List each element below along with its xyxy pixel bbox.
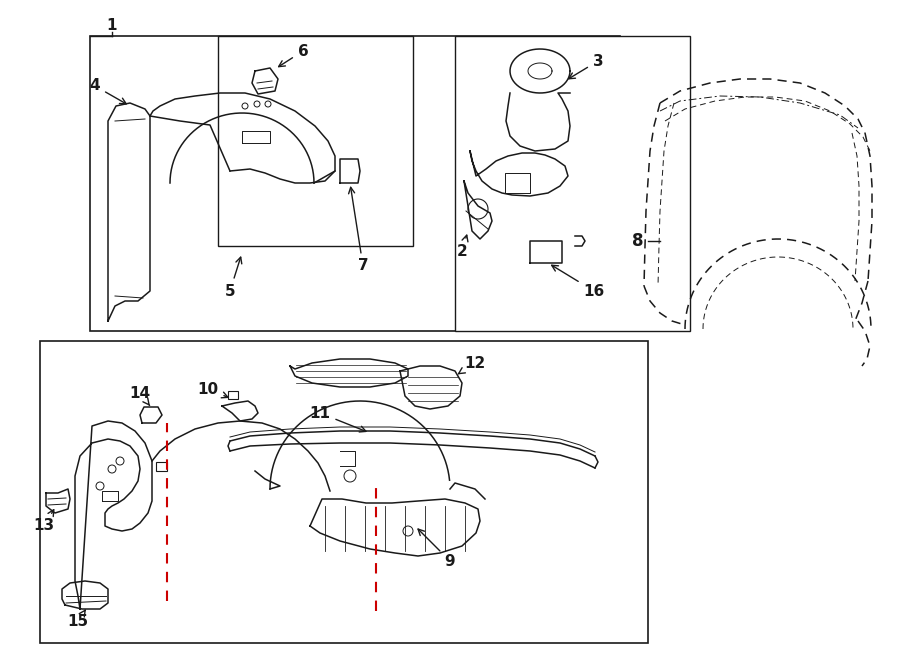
Text: 12: 12 xyxy=(458,356,486,373)
Text: 2: 2 xyxy=(456,235,468,258)
Text: 11: 11 xyxy=(310,405,366,432)
Bar xyxy=(455,36,690,331)
Text: 4: 4 xyxy=(90,79,126,104)
Bar xyxy=(156,462,167,471)
Text: 16: 16 xyxy=(552,265,605,299)
Text: 1: 1 xyxy=(107,17,117,32)
Text: 8: 8 xyxy=(632,232,644,250)
Bar xyxy=(40,341,648,643)
Text: 15: 15 xyxy=(68,610,88,629)
Bar xyxy=(228,391,238,399)
Text: 9: 9 xyxy=(418,529,455,568)
Text: 5: 5 xyxy=(225,257,242,299)
Bar xyxy=(218,36,413,246)
Bar xyxy=(90,36,620,331)
Text: 10: 10 xyxy=(197,381,228,398)
Text: 3: 3 xyxy=(569,54,603,79)
Text: 14: 14 xyxy=(130,385,150,406)
Text: 13: 13 xyxy=(33,510,55,533)
Text: 6: 6 xyxy=(279,44,309,67)
Text: 7: 7 xyxy=(348,187,368,274)
